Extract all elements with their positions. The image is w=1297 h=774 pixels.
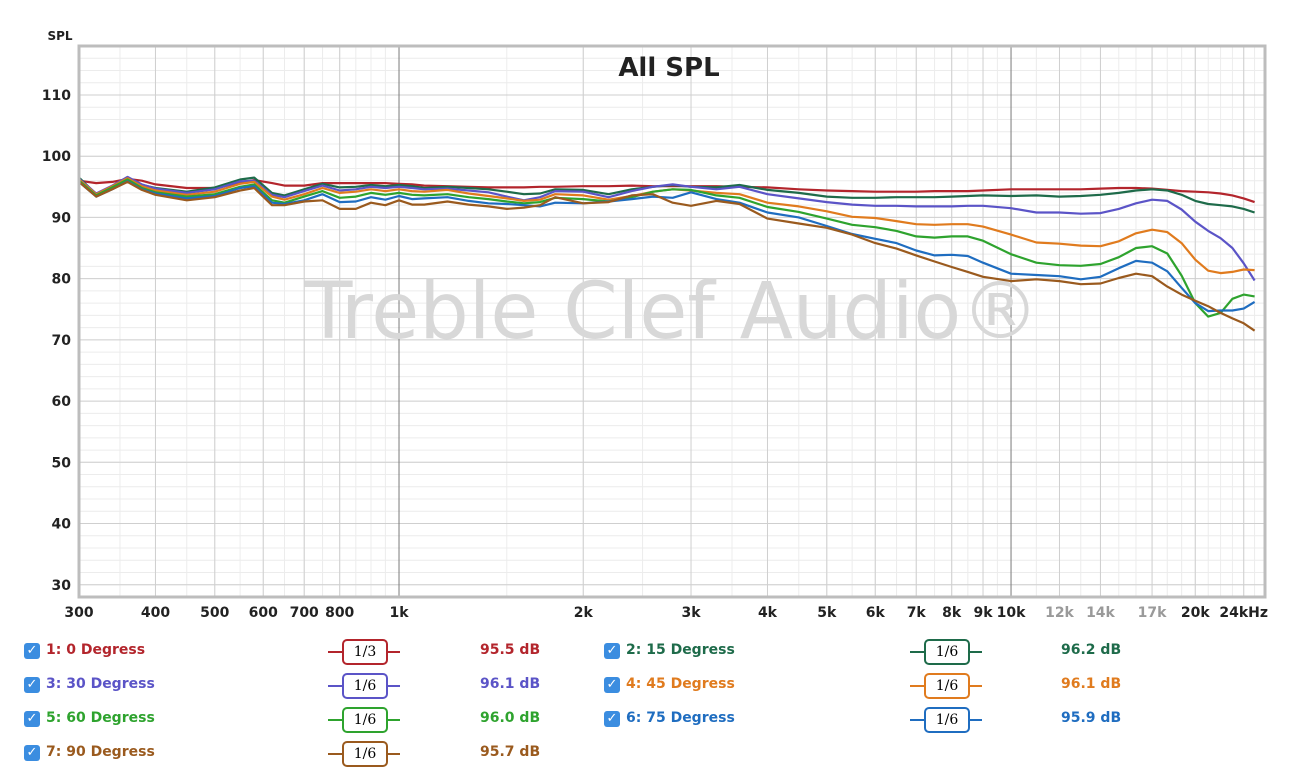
x-tick-label: 10k (997, 605, 1026, 621)
x-tick-label: 300 (64, 605, 93, 621)
series-checkbox[interactable]: ✓ (24, 711, 40, 727)
y-tick-label: 90 (52, 210, 72, 226)
smoothing-label: 1/6 (342, 741, 388, 767)
spl-chart: Treble Clef Audio® All SPL SPL 30 40 50 60 70 80… (42, 29, 1268, 621)
series-level: 95.5 dB (480, 642, 541, 658)
series-name: 7: 90 Degress (46, 744, 155, 760)
smoothing-control[interactable]: 1/6 (328, 741, 400, 767)
chart-title: All SPL (618, 53, 719, 83)
x-tick-label: 3k (681, 605, 701, 621)
smoothing-control[interactable]: 1/6 (910, 707, 982, 733)
series-level: 96.1 dB (480, 676, 541, 692)
x-tick-label: 5k (817, 605, 837, 621)
y-axis-label: SPL (47, 29, 72, 43)
smoothing-label: 1/3 (342, 639, 388, 665)
y-tick-label: 110 (42, 88, 71, 104)
series-line-7 (78, 180, 1256, 332)
series-checkbox[interactable]: ✓ (24, 745, 40, 761)
smoothing-control[interactable]: 1/6 (328, 673, 400, 699)
y-tick-label: 50 (52, 455, 72, 471)
x-tick-label: 17k (1138, 605, 1167, 621)
y-tick-label: 100 (42, 149, 71, 165)
series-name: 1: 0 Degress (46, 642, 146, 658)
series-checkbox[interactable]: ✓ (24, 643, 40, 659)
series-level: 95.9 dB (1061, 710, 1122, 726)
grid (78, 45, 1266, 597)
x-tick-label: 800 (325, 605, 354, 621)
x-tick-label: 2k (574, 605, 594, 621)
smoothing-label: 1/6 (924, 673, 970, 699)
x-tick-label: 400 (141, 605, 170, 621)
y-tick-label: 80 (52, 272, 72, 288)
x-tick-label: 20k (1181, 605, 1210, 621)
x-tick-label: 500 (200, 605, 229, 621)
series-level: 96.0 dB (480, 710, 541, 726)
smoothing-label: 1/6 (342, 673, 388, 699)
smoothing-label: 1/6 (342, 707, 388, 733)
series-checkbox[interactable]: ✓ (24, 677, 40, 693)
watermark: Treble Clef Audio® (304, 267, 1040, 357)
x-tick-label: 24kHz (1219, 605, 1268, 621)
x-tick-label: 14k (1086, 605, 1115, 621)
series-name: 3: 30 Degress (46, 676, 155, 692)
series-name: 4: 45 Degress (626, 676, 735, 692)
smoothing-control[interactable]: 1/6 (910, 673, 982, 699)
smoothing-control[interactable]: 1/6 (328, 707, 400, 733)
series-level: 95.7 dB (480, 744, 541, 760)
plot-frame (77, 44, 1267, 599)
smoothing-control[interactable]: 1/6 (910, 639, 982, 665)
series-checkbox[interactable]: ✓ (604, 711, 620, 727)
x-tick-label: 1k (389, 605, 409, 621)
x-tick-label: 7k (907, 605, 927, 621)
series-line-5 (78, 178, 1255, 318)
x-tick-label: 8k (942, 605, 962, 621)
series-line-6 (78, 180, 1256, 313)
series-name: 6: 75 Degress (626, 710, 735, 726)
series-checkbox[interactable]: ✓ (604, 643, 620, 659)
series-name: 5: 60 Degress (46, 710, 155, 726)
x-tick-label: 4k (758, 605, 778, 621)
y-tick-label: 30 (52, 578, 72, 594)
x-tick-label: 700 (290, 605, 319, 621)
smoothing-control[interactable]: 1/3 (328, 639, 400, 665)
x-tick-label: 9k (973, 605, 993, 621)
series-level: 96.2 dB (1061, 642, 1122, 658)
series-checkbox[interactable]: ✓ (604, 677, 620, 693)
series-line-3 (78, 175, 1256, 282)
x-tick-label: 600 (249, 605, 278, 621)
y-tick-label: 60 (52, 394, 72, 410)
series-level: 96.1 dB (1061, 676, 1122, 692)
x-tick-label: 12k (1045, 605, 1074, 621)
x-tick-label: 6k (866, 605, 886, 621)
smoothing-label: 1/6 (924, 707, 970, 733)
y-tick-label: 70 (52, 333, 72, 349)
series-name: 2: 15 Degress (626, 642, 735, 658)
smoothing-label: 1/6 (924, 639, 970, 665)
y-tick-label: 40 (52, 517, 72, 533)
